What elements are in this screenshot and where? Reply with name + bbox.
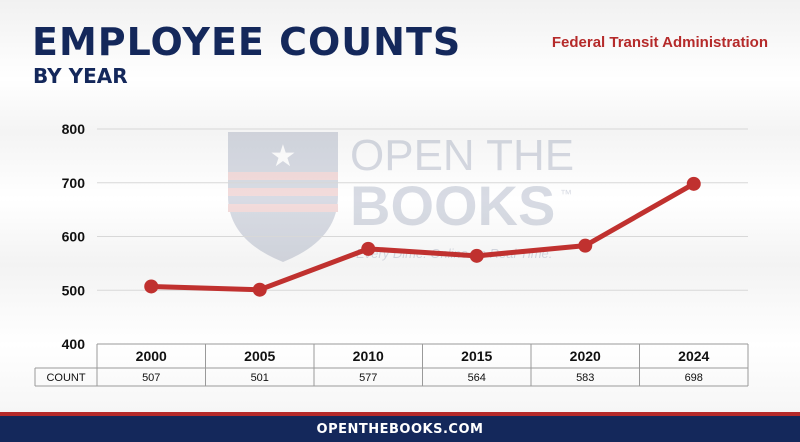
table-cell: 698 [685, 372, 703, 384]
data-point [469, 248, 484, 263]
series-line [148, 181, 697, 293]
series-group [144, 176, 701, 297]
x-tick-label: 2024 [678, 348, 709, 364]
page-subtitle: BY YEAR [33, 64, 128, 88]
footer-url[interactable]: OPENTHEBOOKS.COM [316, 421, 484, 437]
y-tick-label: 600 [62, 229, 86, 245]
watermark-line1: OPEN THE [350, 131, 574, 180]
table-cell: 583 [576, 372, 594, 384]
y-tick-label: 500 [62, 282, 86, 298]
y-tick-label: 400 [62, 336, 86, 352]
footer-stripe [0, 412, 800, 416]
star-icon: ★ [270, 139, 297, 174]
table-cell: 577 [359, 372, 377, 384]
data-point [578, 238, 593, 253]
y-axis: 400 500 600 700 800 [62, 121, 86, 352]
line-chart: ★ OPEN THE BOOKS ™ Every Dime. Online. I… [34, 121, 749, 387]
table-row-label: COUNT [46, 372, 85, 384]
data-point [361, 241, 376, 256]
watermark-line2: BOOKS [350, 174, 555, 237]
y-tick-label: 800 [62, 121, 86, 137]
table-cell: 501 [251, 372, 269, 384]
data-point [686, 176, 701, 191]
footer-bar: OPENTHEBOOKS.COM [0, 416, 800, 442]
x-tick-label: 2015 [461, 348, 492, 364]
page-title: EMPLOYEE COUNTS [32, 20, 462, 64]
watermark-logo: ★ OPEN THE BOOKS ™ Every Dime. Online. I… [228, 131, 574, 262]
data-point [252, 282, 267, 297]
agency-label: Federal Transit Administration [551, 34, 768, 51]
watermark-trademark: ™ [560, 187, 572, 201]
x-tick-label: 2000 [136, 348, 167, 364]
table-cell: 507 [142, 372, 160, 384]
x-tick-label: 2005 [244, 348, 275, 364]
y-tick-label: 700 [62, 175, 86, 191]
data-table: COUNT 2000 507 2005 501 2010 577 2015 564 2020 583… [34, 343, 749, 387]
data-point [144, 279, 159, 294]
table-cell: 564 [468, 372, 486, 384]
shield-icon [228, 132, 338, 262]
x-tick-label: 2010 [353, 348, 384, 364]
x-tick-label: 2020 [570, 348, 601, 364]
